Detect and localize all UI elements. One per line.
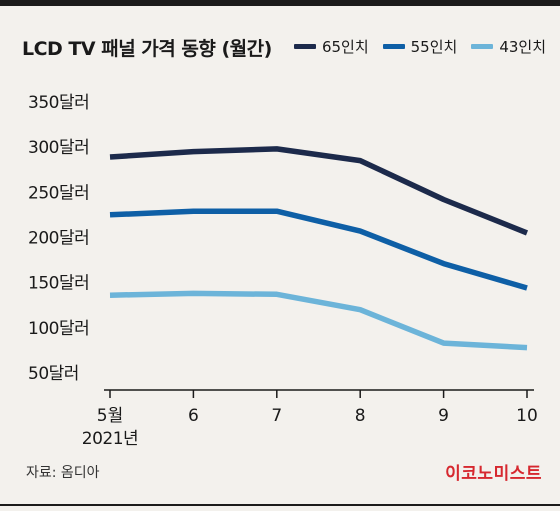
legend-label-65: 65인치 xyxy=(321,38,369,56)
legend-swatch-43 xyxy=(471,44,494,49)
top-rule xyxy=(0,0,560,6)
x-tick-label: 8 xyxy=(355,406,366,426)
legend-label-43: 43인치 xyxy=(499,38,546,56)
legend: 65인치 55인치 43인치 xyxy=(293,36,546,57)
legend-label-55: 55인치 xyxy=(410,38,458,56)
source-note: 자료: 옴디아 xyxy=(26,465,100,481)
x-tick-label: 7 xyxy=(271,406,282,426)
legend-swatch-55 xyxy=(382,44,405,49)
series-line-43 xyxy=(109,290,528,351)
x-year-label: 2021년 xyxy=(82,429,138,449)
y-tick-label: 50달러 xyxy=(28,364,79,384)
series-line-55 xyxy=(109,208,528,291)
y-tick-label: 100달러 xyxy=(28,319,89,339)
y-tick-label: 150달러 xyxy=(28,274,89,294)
y-tick-label: 200달러 xyxy=(28,229,89,249)
x-tick-label: 10 xyxy=(516,406,538,426)
y-tick-label: 350달러 xyxy=(28,93,89,113)
legend-item-65: 65인치 xyxy=(293,36,369,57)
legend-item-55: 55인치 xyxy=(382,36,458,57)
bottom-rule xyxy=(0,504,560,506)
x-tick-label: 5월 xyxy=(97,406,123,426)
legend-swatch-65 xyxy=(293,44,316,49)
chart-title: LCD TV 패널 가격 동향 (월간) xyxy=(22,38,272,60)
y-tick-label: 250달러 xyxy=(28,183,89,203)
brand-logo: 이코노미스트 xyxy=(445,464,542,484)
x-tick-label: 6 xyxy=(188,406,199,426)
series-line-65 xyxy=(109,146,529,236)
x-tick-label: 9 xyxy=(438,406,449,426)
legend-item-43: 43인치 xyxy=(471,36,546,57)
y-tick-label: 300달러 xyxy=(28,138,89,158)
